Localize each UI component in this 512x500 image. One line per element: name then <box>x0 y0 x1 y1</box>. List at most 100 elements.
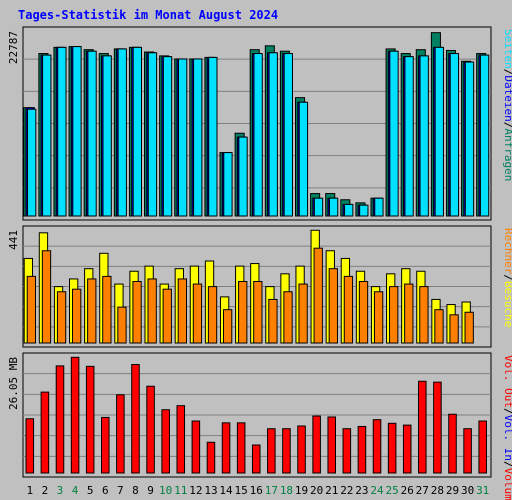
day-bar-group <box>279 50 293 217</box>
x-axis-tick-label: 23 <box>355 484 368 497</box>
day-bar-group <box>416 270 429 344</box>
bar-volumen <box>101 416 110 474</box>
bar-seiten <box>298 101 309 217</box>
x-axis-tick-label: 31 <box>476 484 489 497</box>
day-bar-group <box>415 49 429 217</box>
x-axis-tick-label: 17 <box>265 484 278 497</box>
day-bar-group <box>282 428 291 474</box>
bar-rechner <box>177 278 187 344</box>
bar-seiten <box>328 197 339 217</box>
bar-volumen <box>161 409 170 474</box>
day-bar-group <box>325 193 339 217</box>
bar-volumen <box>297 425 306 474</box>
bar-seiten <box>132 46 143 217</box>
bar-seiten <box>253 53 263 217</box>
legend-separator: / <box>502 461 512 468</box>
bar-volumen <box>342 428 352 474</box>
bar-volumen <box>25 418 35 474</box>
day-bar-group <box>116 394 125 474</box>
bar-rechner <box>298 283 308 344</box>
day-bar-group <box>312 415 321 474</box>
day-bar-group <box>234 132 248 217</box>
legend-item: Volumen <box>502 468 512 500</box>
day-bar-group <box>144 265 157 344</box>
bar-rechner <box>41 250 52 344</box>
bar-seiten <box>27 108 37 217</box>
bar-seiten <box>283 53 293 217</box>
day-bar-group <box>265 286 278 344</box>
day-bar-group <box>129 270 142 344</box>
day-bar-group <box>114 283 127 344</box>
x-axis-tick-label: 24 <box>370 484 384 497</box>
bar-volumen <box>55 365 65 474</box>
legend-separator: / <box>502 408 512 415</box>
bar-seiten <box>419 55 429 217</box>
x-axis-tick-label: 4 <box>72 484 79 497</box>
day-bar-group <box>325 250 338 344</box>
day-bar-group <box>463 428 472 474</box>
bar-seiten <box>57 46 67 217</box>
bar-rechner <box>358 281 369 344</box>
day-bar-group <box>400 53 414 217</box>
x-axis-tick-label: 30 <box>461 484 474 497</box>
bar-rechner <box>313 247 323 344</box>
x-axis-tick-label: 21 <box>325 484 338 497</box>
bar-volumen <box>85 365 95 474</box>
bar-seiten <box>374 197 384 217</box>
x-axis-tick-label: 11 <box>174 484 187 497</box>
bar-seiten <box>344 203 354 217</box>
day-bar-group <box>83 49 97 217</box>
legend: Rechner/Besuche <box>502 228 512 327</box>
day-bar-group <box>23 257 37 344</box>
bar-volumen <box>116 394 125 474</box>
bar-volumen <box>478 420 487 474</box>
x-axis-tick-label: 5 <box>87 484 94 497</box>
day-bar-group <box>113 48 127 217</box>
bar-rechner <box>72 288 82 344</box>
bar-volumen <box>251 444 261 474</box>
x-axis-day-labels: 1 2 3 4 5 6 7 8 9 10 11 12 13 14 15 16 17 18 19 20 21 22 23 24 2… <box>26 484 489 497</box>
bar-seiten <box>42 54 52 217</box>
bar-rechner <box>117 306 127 344</box>
day-bar-group <box>204 56 218 217</box>
chart-panels: 22787Seiten/Dateien/Anfragen441Rechner/B… <box>7 26 512 500</box>
day-bar-group <box>84 268 97 344</box>
day-bar-group <box>355 270 369 344</box>
x-axis-tick-label: 6 <box>102 484 109 497</box>
legend-text: Seiten/Dateien/Anfragen <box>502 29 512 181</box>
bar-seiten <box>434 46 444 217</box>
bar-volumen <box>372 419 382 474</box>
x-axis-tick-label: 18 <box>280 484 293 497</box>
day-bar-group <box>370 286 384 344</box>
x-axis-tick-label: 13 <box>204 484 217 497</box>
x-axis-tick-label: 26 <box>401 484 414 497</box>
legend-text: Vol. Out/Vol. In/Volumen <box>502 355 512 500</box>
day-bar-group <box>295 265 308 344</box>
bar-rechner <box>238 281 248 344</box>
bar-rechner <box>56 291 67 344</box>
x-axis-tick-label: 15 <box>235 484 248 497</box>
bar-rechner <box>132 281 142 344</box>
bar-volumen <box>236 422 246 474</box>
x-axis-tick-label: 9 <box>147 484 154 497</box>
day-bar-group <box>357 425 367 474</box>
day-bar-group <box>159 55 173 217</box>
day-bar-group <box>23 107 37 217</box>
bar-rechner <box>87 278 97 344</box>
day-bar-group <box>25 418 35 474</box>
bar-volumen <box>267 428 276 474</box>
x-axis-tick-label: 19 <box>295 484 308 497</box>
day-bar-group <box>55 365 65 474</box>
bar-volumen <box>387 422 397 474</box>
day-bar-group <box>461 301 474 344</box>
day-bar-group <box>98 53 112 217</box>
day-bar-group <box>68 46 82 217</box>
legend-item: Vol. Out <box>502 355 512 408</box>
day-bar-group <box>433 381 442 474</box>
bar-seiten <box>389 50 399 217</box>
bar-volumen <box>176 405 186 474</box>
x-axis-tick-label: 29 <box>446 484 459 497</box>
day-bar-group <box>38 232 52 344</box>
day-bar-group <box>387 422 397 474</box>
